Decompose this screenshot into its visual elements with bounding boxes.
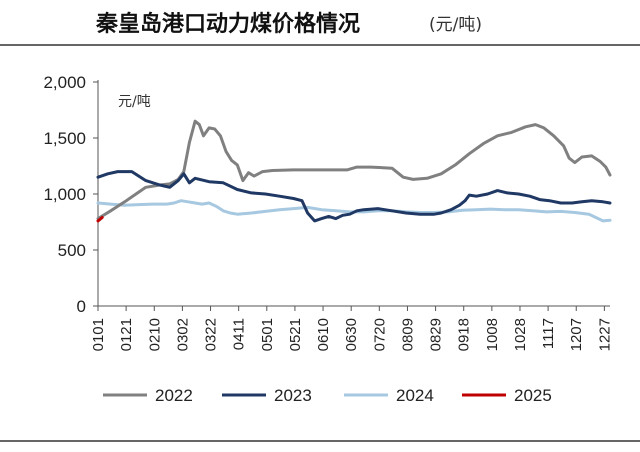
series-line-2025 [96, 216, 104, 223]
x-tick-label: 0302 [174, 318, 191, 351]
x-tick-label: 0809 [399, 318, 416, 351]
x-tick-label: 0210 [146, 318, 163, 351]
legend: 2022 2023 2024 2025 [103, 386, 552, 405]
x-tick-label: 0121 [118, 318, 135, 351]
y-unit-label: 元/吨 [118, 94, 151, 110]
series-line-2024 [96, 199, 612, 223]
x-tick-label: 0829 [428, 318, 445, 351]
x-tick-label: 0101 [90, 318, 107, 351]
x-tick-label: 0411 [231, 318, 248, 350]
x-tick-label: 1207 [568, 318, 585, 351]
y-tick-label: 1,000 [43, 185, 86, 204]
y-tick-label: 0 [77, 297, 86, 316]
y-tick-label: 500 [58, 241, 86, 260]
y-tick-label: 1,500 [43, 129, 86, 148]
x-tick-label: 0720 [371, 318, 388, 351]
x-tick-label: 0521 [287, 318, 304, 351]
x-tick-label: 0918 [456, 318, 473, 351]
series-line-2023 [96, 170, 612, 223]
legend-label-2024: 2024 [396, 386, 434, 405]
series-line-2022 [96, 119, 612, 221]
x-tick-label: 0630 [343, 318, 360, 351]
x-tick-label: 0501 [259, 318, 276, 351]
legend-label-2023: 2023 [274, 386, 312, 405]
chart-title-unit: (元/吨) [429, 15, 482, 35]
x-tick-label: 0610 [315, 318, 332, 351]
x-tick-label: 1227 [596, 318, 613, 351]
chart-title: 秦皇岛港口动力煤价格情况 [95, 11, 360, 37]
x-tick-label: 1117 [540, 318, 557, 349]
legend-label-2025: 2025 [514, 386, 552, 405]
x-tick-label: 1008 [484, 318, 501, 351]
y-tick-label: 2,000 [43, 73, 86, 92]
x-tick-label: 0322 [203, 318, 220, 351]
legend-label-2022: 2022 [155, 386, 193, 405]
x-tick-label: 1028 [512, 318, 529, 351]
